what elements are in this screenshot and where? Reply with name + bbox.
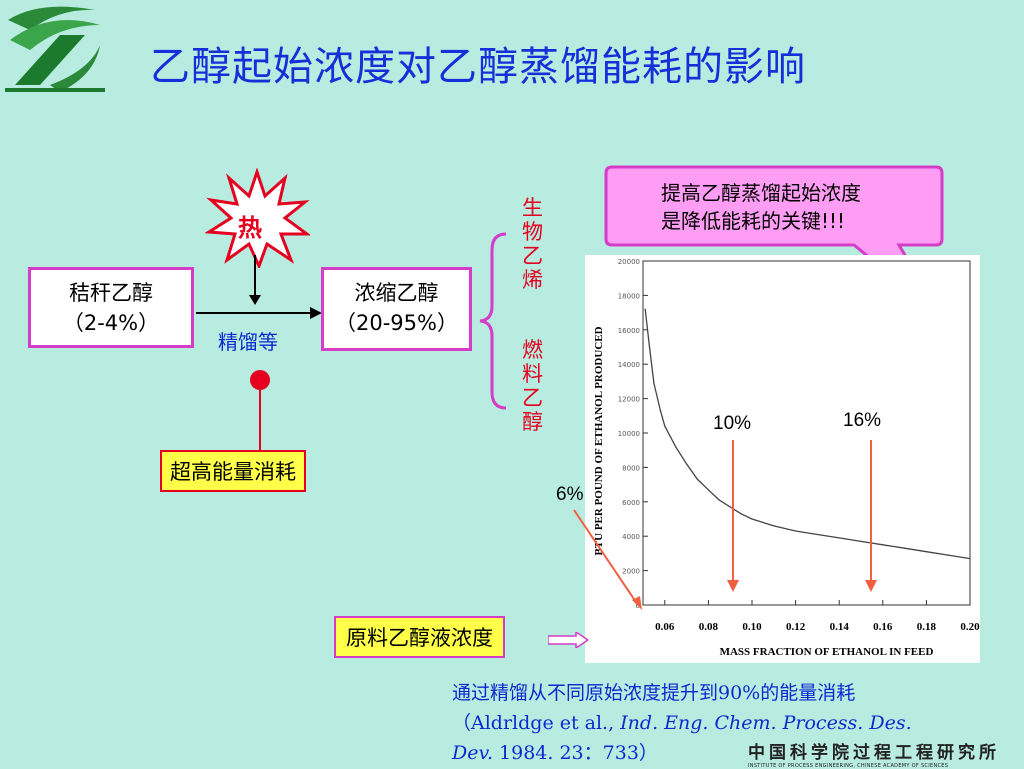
heat-starburst-icon (205, 168, 310, 268)
feed-concentration-box: 原料乙醇液浓度 (334, 616, 505, 658)
data-point (696, 478, 699, 481)
concentrated-ethanol-range: （20-95%） (335, 311, 458, 335)
data-point (707, 489, 709, 491)
heat-arrow (249, 255, 261, 305)
process-arrow (196, 307, 322, 319)
energy-chart-svg: 2000018000160001400012000100008000600040… (593, 258, 980, 658)
y-tick-label: 2000 (622, 568, 640, 576)
data-point (740, 513, 742, 515)
citation-line1: 通过精馏从不同原始浓度提升到90%的能量消耗 (452, 682, 856, 704)
straw-ethanol-label: 秸秆乙醇 (69, 281, 153, 305)
data-point (838, 537, 840, 539)
y-tick-label: 10000 (618, 430, 640, 438)
x-tick-label: 0.16 (873, 621, 893, 633)
x-tick-label: 0.12 (786, 621, 806, 633)
y-tick-label: 12000 (618, 396, 640, 404)
heat-label: 热 (238, 214, 262, 242)
y-axis-label: BTU PER POUND OF ETHANOL PRODUCED (593, 326, 605, 555)
citation-journal: Ind. Eng. Chem. Process. Des. (620, 712, 912, 734)
institute-footer: 中国科学院过程工程研究所 INSTITUTE OF PROCESS ENGINE… (748, 738, 1020, 769)
data-point (729, 506, 731, 508)
y-tick-label: 6000 (622, 499, 640, 507)
citation-line3: Dev. 1984. 23：733） (452, 738, 912, 768)
product-brace (479, 232, 507, 410)
citation-authors: （Aldrldge et al., (452, 712, 621, 734)
x-tick-label: 0.08 (699, 621, 719, 633)
y-tick-label: 14000 (618, 361, 640, 369)
data-point (751, 518, 753, 520)
x-axis-label: MASS FRACTION OF ETHANOL IN FEED (720, 646, 934, 658)
energy-chart: 20000 18000 16000 14000 12000 10000 8000 6000 40… (585, 255, 980, 663)
data-point (882, 544, 884, 546)
x-tick-label: 0.20 (960, 621, 980, 633)
marker-10-label: 10% (713, 413, 752, 434)
energy-pin (250, 370, 270, 456)
data-point (664, 425, 666, 427)
y-tick-label: 16000 (618, 327, 640, 335)
concentrated-ethanol-label: 浓缩乙醇 (354, 281, 439, 305)
marker-6-label: 6% (556, 484, 584, 505)
straw-ethanol-box: 秸秆乙醇 （2-4%） (28, 267, 194, 348)
marker-6-arrow (573, 509, 639, 606)
data-point (925, 551, 927, 553)
marker-arrows (573, 440, 877, 610)
data-point (648, 346, 651, 348)
data-point (773, 525, 775, 527)
citation-year: 1984. 23：733） (493, 742, 658, 764)
data-point (659, 410, 662, 412)
citation: 通过精馏从不同原始浓度提升到90%的能量消耗 （Aldrldge et al.,… (452, 678, 912, 768)
data-point (969, 557, 971, 560)
x-tick-label: 0.06 (655, 621, 675, 633)
data-point (644, 308, 646, 310)
citation-line2: （Aldrldge et al., Ind. Eng. Chem. Proces… (452, 708, 912, 738)
data-point (860, 540, 862, 542)
y-tick-label: 8000 (622, 464, 640, 472)
straw-ethanol-range: （2-4%） (62, 311, 160, 335)
citation-journal-end: Dev. (452, 742, 493, 764)
marker-16-label: 16% (843, 410, 882, 431)
concentrated-ethanol-box: 浓缩乙醇 （20-95%） (321, 267, 472, 351)
product-fuel-ethanol: 燃料乙醇 (522, 338, 543, 434)
institute-name: 中国科学院过程工程研究所 (748, 743, 1000, 763)
x-tick-label: 0.10 (742, 621, 762, 633)
y-tick-label: 4000 (622, 533, 640, 541)
data-point (816, 533, 818, 536)
institute-subtitle: INSTITUTE OF PROCESS ENGINEERING, CHINES… (748, 763, 949, 769)
y-tick-label: 18000 (618, 292, 640, 300)
process-label: 精馏等 (218, 330, 278, 354)
feed-arrow (548, 632, 588, 648)
y-tick-label: 0 (636, 602, 640, 610)
x-tick-label: 0.14 (830, 621, 850, 633)
data-point (718, 499, 720, 501)
data-point (675, 446, 677, 448)
data-point (653, 382, 655, 384)
callout-line2: 是降低能耗的关键!!! (661, 209, 846, 233)
y-tick-label: 20000 (618, 258, 640, 266)
product-bio-ethylene: 生物乙烯 (522, 196, 543, 292)
page-title: 乙醇起始浓度对乙醇蒸馏能耗的影响 (150, 44, 806, 90)
data-point (947, 554, 949, 556)
data-point (686, 463, 688, 465)
callout-line1: 提高乙醇蒸馏起始浓度 (661, 181, 861, 205)
institute-logo (0, 0, 110, 100)
x-tick-label: 0.18 (917, 621, 937, 633)
data-point (795, 530, 797, 532)
energy-consumption-box: 超高能量消耗 (160, 450, 306, 492)
data-point (904, 547, 906, 549)
